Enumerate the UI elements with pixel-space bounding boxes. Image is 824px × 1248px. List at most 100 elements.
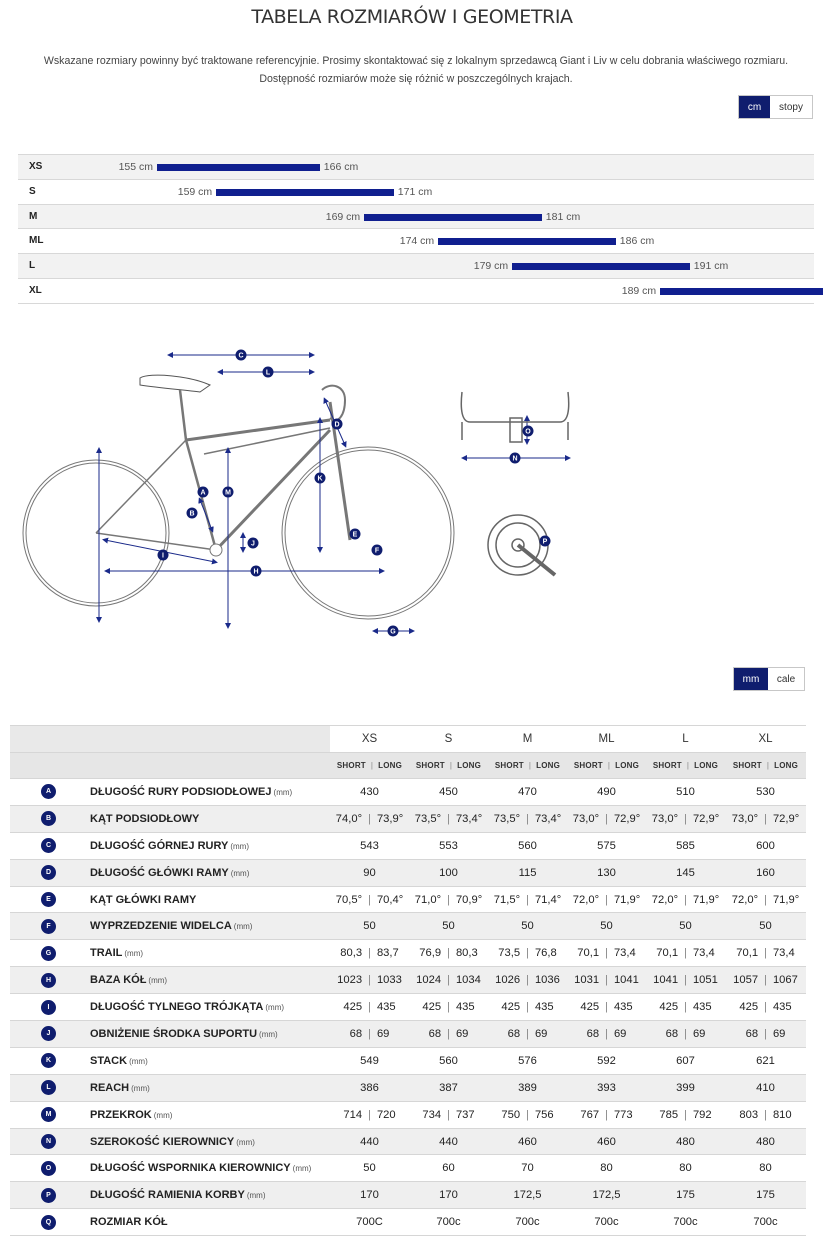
short-value: 1026 [495, 974, 521, 987]
value: 172,5 [513, 1189, 542, 1202]
measurement-unit: (mm) [153, 1110, 173, 1120]
size-min-height: 189 cm [621, 284, 657, 297]
long-value: 720 [376, 1108, 396, 1121]
measurement-value-cell: 460 [567, 1128, 646, 1156]
value-pair: 68 | 69 [666, 1028, 706, 1040]
measurement-value-cell: 425 | 435 [646, 993, 725, 1022]
diagram-label-f: F [375, 548, 380, 555]
long-value: 810 [772, 1108, 792, 1121]
diagram-badge-m [222, 486, 234, 498]
unit-inch-button[interactable]: cale [776, 673, 796, 685]
value-pair: 425 | 435 [580, 1001, 632, 1013]
diagram-badge-h [250, 565, 262, 577]
separator: | [447, 947, 450, 960]
size-row: L 179 cm 191 cm [18, 254, 814, 279]
measurement-name-cell: ROZMIAR KÓŁ [89, 1208, 330, 1237]
separator: | [447, 1027, 450, 1040]
long-value: 435 [455, 1001, 475, 1014]
measurement-name: REACH [90, 1081, 130, 1094]
short-value: 73,0° [651, 812, 679, 825]
value-pair: 72,0° | 71,9° [732, 894, 799, 906]
measurement-name-cell: WYPRZEDZENIE WIDELCA (mm) [89, 912, 330, 941]
long-label: LONG [536, 761, 561, 770]
measurement-name: STACK [90, 1054, 128, 1067]
measurement-unit: (mm) [236, 1137, 255, 1147]
measurement-value-cell: 575 [567, 832, 646, 860]
measurement-name-cell: BAZA KÓŁ (mm) [89, 966, 330, 995]
measurement-value-cell: 170 [409, 1181, 488, 1210]
long-label: LONG [378, 761, 403, 770]
measurement-name: DŁUGOŚĆ TYLNEGO TRÓJKĄTA [90, 1001, 264, 1014]
value-pair: 72,0° | 71,9° [573, 894, 640, 906]
long-value: 71,9° [613, 893, 641, 906]
short-value: 73,0° [572, 812, 600, 825]
letter-cell: L [10, 1074, 89, 1102]
measurement-value-cell: 490 [567, 778, 646, 806]
short-value: 71,5° [493, 893, 521, 906]
short-value: 425 [739, 1001, 759, 1014]
diagram-label-e: E [353, 532, 358, 539]
long-label: LONG [457, 761, 482, 770]
separator: | [526, 1108, 529, 1121]
letter-badge: A [41, 784, 56, 800]
measurement-value-cell: 543 [330, 832, 409, 860]
diagram-label-o: O [525, 429, 531, 436]
short-label: SHORT [415, 761, 445, 770]
value-pair: 68 | 69 [746, 1028, 786, 1040]
long-value: 72,9° [692, 812, 720, 825]
size-range-bar [660, 287, 823, 295]
unit-cm-button[interactable]: cm [739, 96, 770, 118]
short-value: 70,5° [335, 893, 363, 906]
long-value: 792 [692, 1108, 712, 1121]
short-value: 72,0° [651, 893, 679, 906]
long-value: 70,9° [455, 893, 483, 906]
measurement-name: KĄT PODSIODŁOWY [90, 812, 200, 825]
short-value: 70,1 [736, 947, 759, 960]
separator: | [526, 893, 529, 906]
short-value: 73,5° [414, 812, 442, 825]
measurement-value-cell: 68 | 69 [330, 1020, 409, 1048]
short-value: 70,1 [656, 947, 679, 960]
value: 387 [439, 1081, 458, 1094]
value-pair: 72,0° | 71,9° [652, 894, 719, 906]
short-label: SHORT [732, 761, 762, 770]
separator: | [764, 1108, 767, 1121]
measurement-value-cell: 90 [330, 859, 409, 887]
unit-feet-button[interactable]: stopy [779, 101, 803, 113]
long-value: 71,4° [534, 893, 562, 906]
measurement-unit: (mm) [292, 1164, 312, 1174]
measurement-unit: (mm) [265, 1003, 285, 1013]
unit-mm-button[interactable]: mm [734, 668, 768, 690]
separator: | [447, 1108, 450, 1121]
geometry-table: XS S M ML L XL SHORT | LONG SHORT | LONG SHORT | LONG S… [10, 725, 806, 1237]
separator: | [526, 974, 529, 987]
letter-cell: H [10, 966, 89, 995]
measurement-value-cell: 50 [567, 912, 646, 941]
measurement-value-cell: 425 | 435 [725, 993, 806, 1022]
separator: | [526, 1001, 529, 1014]
separator: | [370, 761, 374, 770]
diagram-label-n: N [512, 456, 517, 463]
measurement-name-cell: DŁUGOŚĆ GÓRNEJ RURY (mm) [89, 832, 330, 860]
separator: | [684, 893, 687, 906]
value: 160 [756, 866, 775, 879]
value: 490 [597, 785, 616, 798]
measurement-name-cell: PRZEKROK (mm) [89, 1101, 330, 1129]
short-value: 68 [745, 1027, 759, 1040]
letter-badge: H [41, 972, 56, 988]
measurement-name-cell: STACK (mm) [89, 1047, 330, 1075]
value-pair: 1057 | 1067 [733, 974, 798, 986]
size-header-row: XS S M ML L XL [10, 725, 806, 753]
separator: | [764, 893, 767, 906]
long-value: 72,9° [772, 812, 800, 825]
value: 115 [518, 866, 537, 879]
measurement-name-cell: DŁUGOŚĆ RURY PODSIODŁOWEJ (mm) [89, 778, 330, 806]
short-value: 1057 [733, 974, 759, 987]
diagram-badge-b [186, 507, 198, 519]
measurement-value-cell: 553 [409, 832, 488, 860]
value-pair: 71,0° | 70,9° [415, 894, 482, 906]
value: 50 [363, 920, 376, 933]
size-label: S [29, 185, 36, 197]
separator: | [605, 1027, 608, 1040]
value: 607 [676, 1054, 695, 1067]
